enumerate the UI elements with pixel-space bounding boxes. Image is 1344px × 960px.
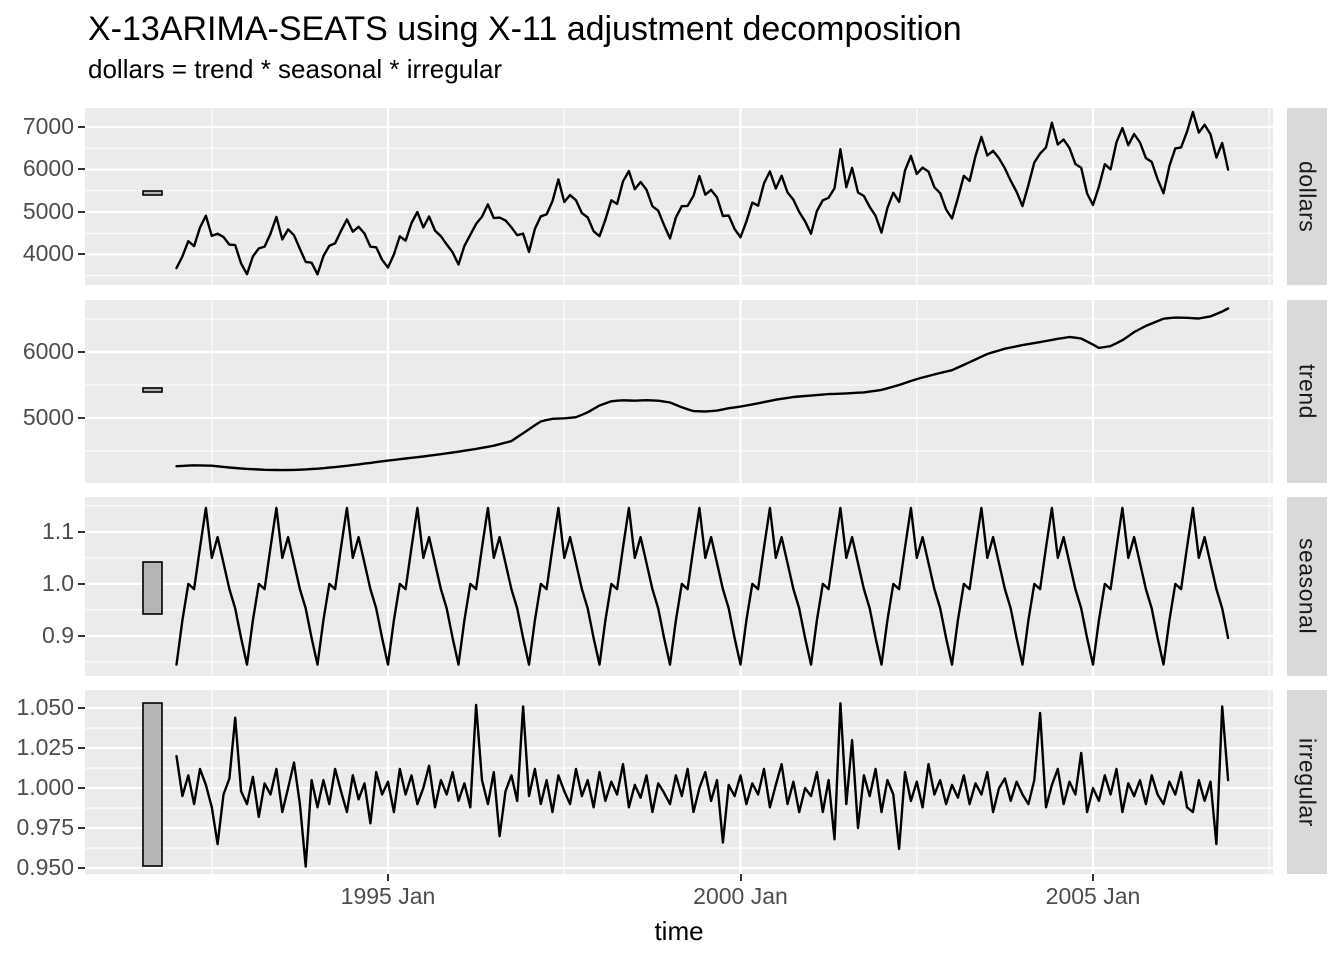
y-tick-mark bbox=[78, 787, 85, 790]
y-tick-label-dollars: 6000 bbox=[22, 155, 74, 182]
x-tick-mark bbox=[1092, 874, 1094, 881]
y-tick-label-irregular: 1.000 bbox=[16, 774, 74, 801]
facet-strip-label: irregular bbox=[1294, 737, 1321, 827]
facet-strip-label: trend bbox=[1294, 364, 1321, 419]
facet-strip-label: dollars bbox=[1294, 160, 1321, 233]
y-tick-label-irregular: 0.975 bbox=[16, 814, 74, 841]
y-tick-label-irregular: 0.950 bbox=[16, 854, 74, 881]
y-tick-label-seasonal: 1.0 bbox=[42, 569, 74, 596]
scale-bar-irregular bbox=[142, 702, 163, 867]
y-tick-label-dollars: 7000 bbox=[22, 112, 74, 139]
y-tick-mark bbox=[78, 747, 85, 750]
x-tick-label: 2005 Jan bbox=[1045, 883, 1141, 909]
y-tick-mark bbox=[78, 707, 85, 710]
facet-strip-label: seasonal bbox=[1294, 538, 1321, 635]
facet-strip-irregular: irregular bbox=[1287, 690, 1327, 874]
panel-canvas-irregular bbox=[85, 690, 1273, 874]
facet-strip-dollars: dollars bbox=[1287, 108, 1327, 285]
panel-canvas-seasonal bbox=[85, 497, 1273, 676]
panel-canvas-dollars bbox=[85, 108, 1273, 285]
chart-title: X-13ARIMA-SEATS using X-11 adjustment de… bbox=[88, 10, 962, 48]
trend-line bbox=[175, 307, 1230, 472]
panel-dollars bbox=[85, 108, 1273, 285]
minor-gridlines bbox=[85, 108, 1273, 285]
x-tick-mark bbox=[739, 874, 742, 881]
y-tick-mark bbox=[78, 125, 85, 128]
facet-strip-trend: trend bbox=[1287, 300, 1327, 483]
y-tick-mark bbox=[78, 827, 85, 830]
scale-bar-seasonal bbox=[142, 561, 163, 615]
y-tick-label-trend: 6000 bbox=[22, 338, 74, 364]
y-tick-label-dollars: 4000 bbox=[22, 240, 74, 267]
panel-trend bbox=[85, 300, 1273, 483]
irregular-line bbox=[175, 702, 1230, 868]
minor-gridlines bbox=[85, 300, 1273, 483]
y-tick-label-irregular: 1.050 bbox=[16, 694, 74, 721]
scale-bar-trend bbox=[142, 387, 163, 393]
y-tick-mark bbox=[78, 253, 85, 256]
seasonal-line bbox=[175, 506, 1230, 666]
y-tick-label-seasonal: 0.9 bbox=[42, 621, 74, 648]
major-gridlines bbox=[85, 300, 1273, 483]
panel-seasonal bbox=[85, 497, 1273, 676]
x-tick-label: 1995 Jan bbox=[340, 883, 436, 909]
x-axis-title: time bbox=[654, 916, 704, 946]
y-tick-mark bbox=[78, 416, 85, 419]
y-tick-label-trend: 5000 bbox=[22, 403, 74, 430]
scale-bar-dollars bbox=[142, 190, 163, 196]
y-tick-label-irregular: 1.025 bbox=[16, 734, 74, 761]
y-tick-mark bbox=[78, 530, 85, 533]
y-tick-label-dollars: 5000 bbox=[22, 197, 74, 224]
panel-canvas-trend bbox=[85, 300, 1273, 483]
x-tick-label: 2000 Jan bbox=[693, 883, 788, 909]
y-tick-label-seasonal: 1.1 bbox=[42, 517, 74, 544]
dollars-line bbox=[175, 110, 1230, 276]
x-tick-mark bbox=[387, 874, 389, 881]
y-tick-mark bbox=[78, 867, 85, 870]
panel-irregular bbox=[85, 690, 1273, 874]
chart-subtitle: dollars = trend * seasonal * irregular bbox=[88, 54, 503, 84]
facet-strip-seasonal: seasonal bbox=[1287, 497, 1327, 676]
y-tick-mark bbox=[78, 168, 85, 171]
y-tick-mark bbox=[78, 210, 85, 213]
y-tick-mark bbox=[78, 351, 85, 353]
y-tick-mark bbox=[78, 634, 85, 637]
y-tick-mark bbox=[78, 582, 85, 585]
